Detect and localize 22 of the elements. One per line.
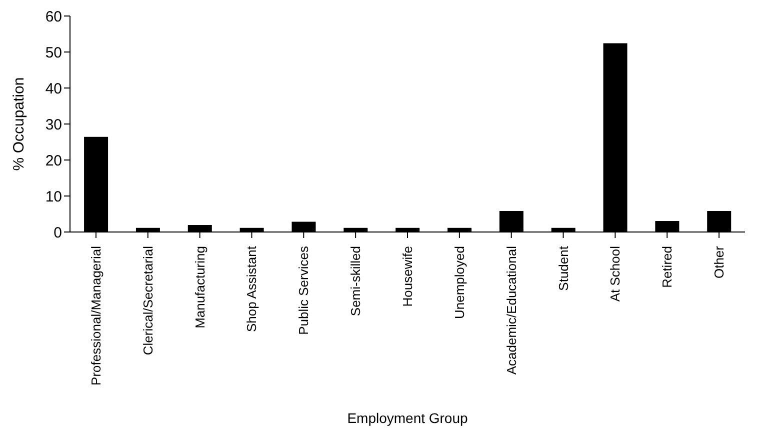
- x-tick-label: At School: [608, 246, 623, 302]
- x-tick-label: Public Services: [296, 246, 312, 335]
- x-tick-label: Housewife: [400, 246, 415, 307]
- y-tick-label: 10: [45, 188, 62, 206]
- x-tick-label: Professional/Managerial: [88, 246, 104, 386]
- x-tick-label: Semi-skilled: [348, 246, 364, 316]
- x-tick-label: Shop Assistant: [244, 246, 260, 332]
- y-tick-label: 20: [45, 152, 62, 170]
- y-tick-label: 60: [45, 8, 62, 26]
- x-tick-label: Other: [712, 245, 727, 279]
- x-tick-label: Clerical/Secretarial: [140, 246, 156, 356]
- y-tick-label: 40: [45, 80, 62, 98]
- y-tick-label: 0: [54, 224, 62, 242]
- y-tick-label: 30: [45, 116, 62, 134]
- x-tick-label: Student: [556, 246, 571, 291]
- x-axis-title: Employment Group: [347, 410, 468, 426]
- x-tick-label: Academic/Educational: [504, 246, 519, 375]
- y-tick-label: 50: [45, 44, 62, 62]
- x-tick-label: Manufacturing: [192, 246, 208, 328]
- x-tick-label: Retired: [660, 246, 675, 288]
- y-axis-title: % Occupation: [10, 77, 28, 171]
- x-tick-label: Unemployed: [452, 246, 467, 319]
